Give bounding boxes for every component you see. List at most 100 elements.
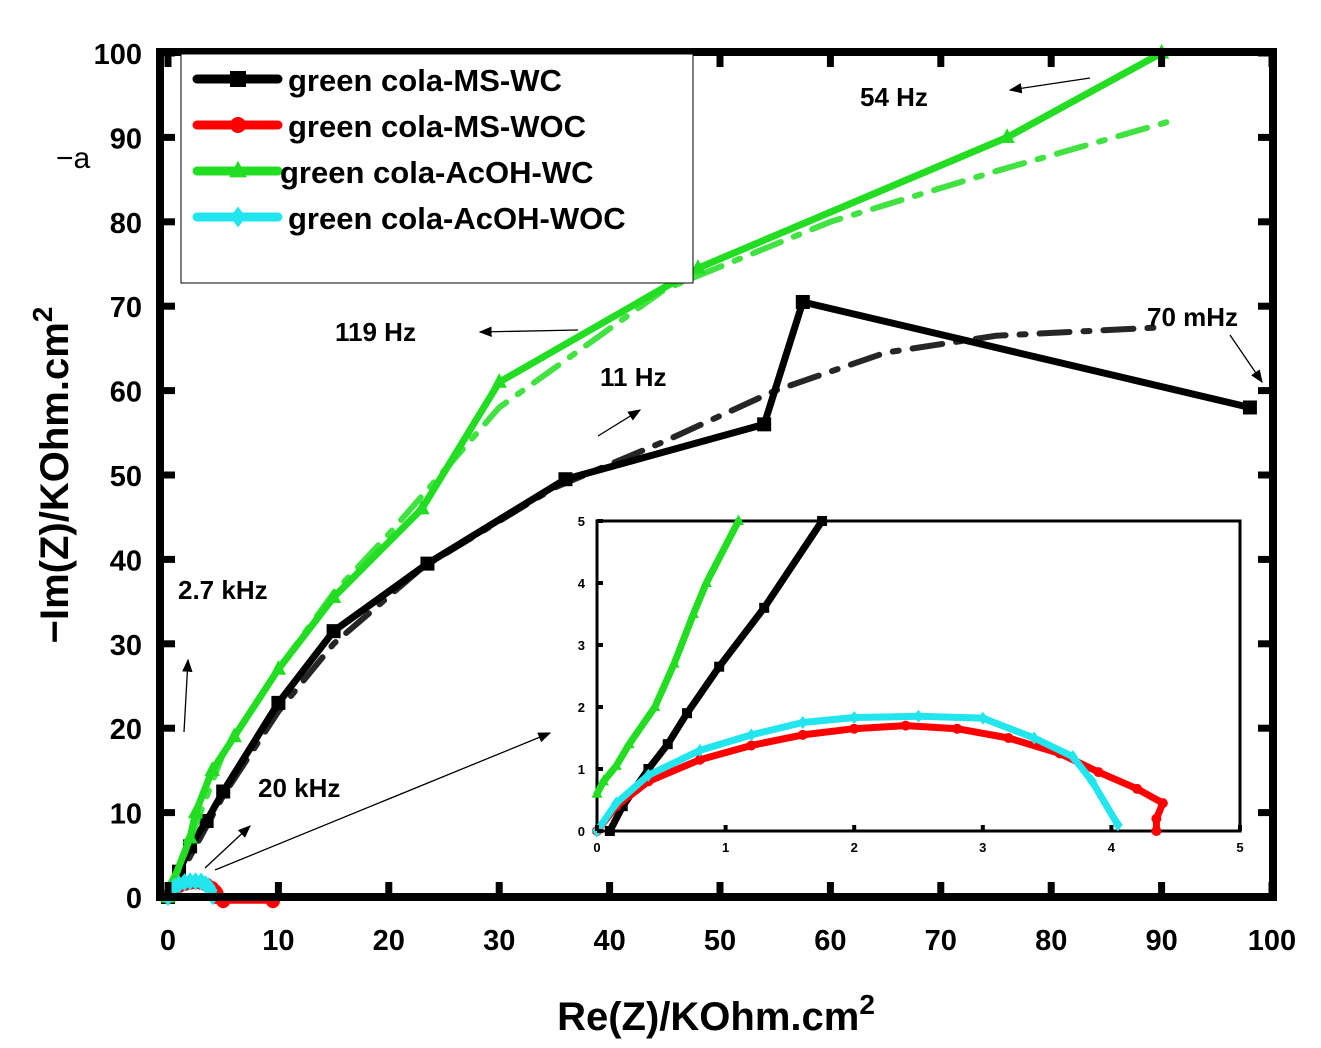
marker-circle — [797, 729, 808, 740]
y-tick-label: 30 — [110, 630, 142, 662]
annotation-arrow — [204, 825, 251, 869]
marker-square — [216, 784, 231, 799]
marker-triangle — [687, 607, 699, 618]
annotation-arrow — [597, 409, 642, 437]
marker-triangle — [204, 761, 220, 776]
marker-square — [271, 695, 286, 710]
marker-circle — [1132, 783, 1143, 794]
marker-square — [795, 294, 810, 309]
annotation-arrow — [478, 326, 579, 337]
inset-y-tick-label: 0 — [578, 824, 585, 839]
marker-diamond — [1029, 731, 1040, 745]
legend: green cola-MS-WC green cola-MS-WOC green c… — [180, 53, 694, 284]
annotation-label: 70 mHz — [1147, 302, 1238, 332]
x-tick-label: 50 — [704, 925, 736, 957]
marker-triangle — [591, 787, 603, 798]
marker-circle — [694, 754, 705, 765]
annotation-label: 20 kHz — [258, 773, 340, 803]
marker-square — [420, 556, 435, 571]
x-tick-label: 10 — [262, 925, 294, 957]
y-tick-label: 20 — [110, 714, 142, 746]
marker-circle — [1003, 733, 1014, 743]
marker-square — [604, 826, 615, 836]
marker-circle — [1151, 826, 1162, 836]
marker-circle — [849, 723, 860, 734]
marker-square — [230, 71, 246, 87]
x-tick-label: 90 — [1145, 925, 1177, 957]
marker-triangle — [597, 774, 609, 786]
x-tick-label: 30 — [483, 925, 515, 957]
marker-triangle — [700, 576, 712, 587]
marker-triangle — [270, 660, 287, 675]
inset-series-line — [593, 722, 1167, 835]
annotation-label: 119 Hz — [335, 317, 416, 347]
marker-square — [617, 801, 628, 812]
stray-label: −a — [56, 142, 91, 175]
inset-x-tick-label: 0 — [593, 840, 600, 855]
inset-y-tick-label: 2 — [578, 700, 585, 715]
y-tick-label: 80 — [110, 208, 142, 240]
marker-circle — [1151, 813, 1162, 824]
y-axis-label-sup: 2 — [27, 307, 58, 323]
annotation-arrow — [1008, 77, 1091, 94]
x-axis-label: Re(Z)/KOhm.cm2 — [557, 989, 875, 1039]
x-tick-label: 100 — [1248, 925, 1296, 957]
marker-diamond — [1112, 818, 1123, 832]
marker-square — [757, 417, 772, 432]
marker-square — [199, 814, 214, 829]
marker-square — [817, 516, 828, 526]
y-tick-label: 90 — [110, 123, 142, 155]
x-tick-label: 40 — [593, 925, 625, 957]
y-axis-label-text: −Im(Z)/KOhm.cm — [33, 322, 77, 643]
y-tick-label: 10 — [110, 799, 142, 831]
marker-triangle — [325, 588, 342, 603]
frequency-annotations: 54 Hz 119 Hz 11 Hz 70 mHz 2.7 kHz 20 kHz — [178, 77, 1263, 871]
x-tick-label: 20 — [373, 925, 405, 957]
legend-label: green cola-AcOH-WC — [280, 155, 593, 190]
marker-triangle — [229, 160, 247, 178]
marker-diamond — [746, 728, 757, 742]
marker-triangle — [999, 128, 1015, 143]
annotation-arrow — [1229, 334, 1263, 384]
inset-y-tick-label: 5 — [578, 514, 585, 529]
marker-diamond — [977, 711, 988, 725]
y-tick-label: 40 — [110, 545, 142, 577]
inset-x-tick-label: 4 — [1108, 840, 1116, 855]
y-tick-label: 60 — [110, 377, 142, 409]
marker-triangle — [610, 759, 622, 770]
marker-triangle — [690, 259, 706, 274]
annotation-label: 2.7 kHz — [178, 575, 268, 605]
marker-diamond — [694, 743, 705, 757]
marker-triangle — [491, 373, 507, 388]
annotation-label: 54 Hz — [860, 82, 928, 112]
annotation-arrow — [182, 658, 193, 733]
marker-circle — [952, 723, 963, 734]
marker-square — [558, 472, 573, 487]
marker-triangle — [414, 499, 430, 515]
inset-frame — [595, 519, 1242, 833]
annotation-label: 11 Hz — [600, 362, 667, 392]
marker-diamond — [1067, 750, 1078, 764]
marker-circle — [1157, 798, 1168, 809]
legend-label: green cola-MS-WC — [288, 63, 562, 98]
axis-ticks: 0 10 20 30 40 50 60 70 80 90 100010203040506070809… — [94, 39, 1297, 957]
x-tick-label: 80 — [1035, 925, 1067, 957]
inset-x-tick-label: 1 — [722, 840, 729, 855]
y-tick-label: 50 — [110, 461, 142, 493]
marker-diamond — [643, 768, 654, 782]
marker-circle — [900, 720, 911, 731]
marker-diamond — [849, 711, 860, 725]
marker-square — [1242, 400, 1257, 415]
inset-y-tick-label: 1 — [578, 762, 585, 777]
inset-x-tick-label: 3 — [979, 840, 986, 855]
inset-plot: 0 1 2 3 4 5 0 1 2 3 4 5 — [578, 514, 1244, 855]
marker-triangle — [732, 514, 744, 525]
x-axis-label-text: Re(Z)/KOhm.cm — [557, 995, 859, 1039]
marker-diamond — [797, 716, 808, 729]
x-tick-label: 60 — [814, 925, 846, 957]
y-tick-label: 100 — [94, 39, 142, 71]
annotation-arrow — [214, 732, 552, 871]
x-tick-label: 70 — [925, 925, 957, 957]
x-tick-label: 0 — [160, 925, 176, 957]
